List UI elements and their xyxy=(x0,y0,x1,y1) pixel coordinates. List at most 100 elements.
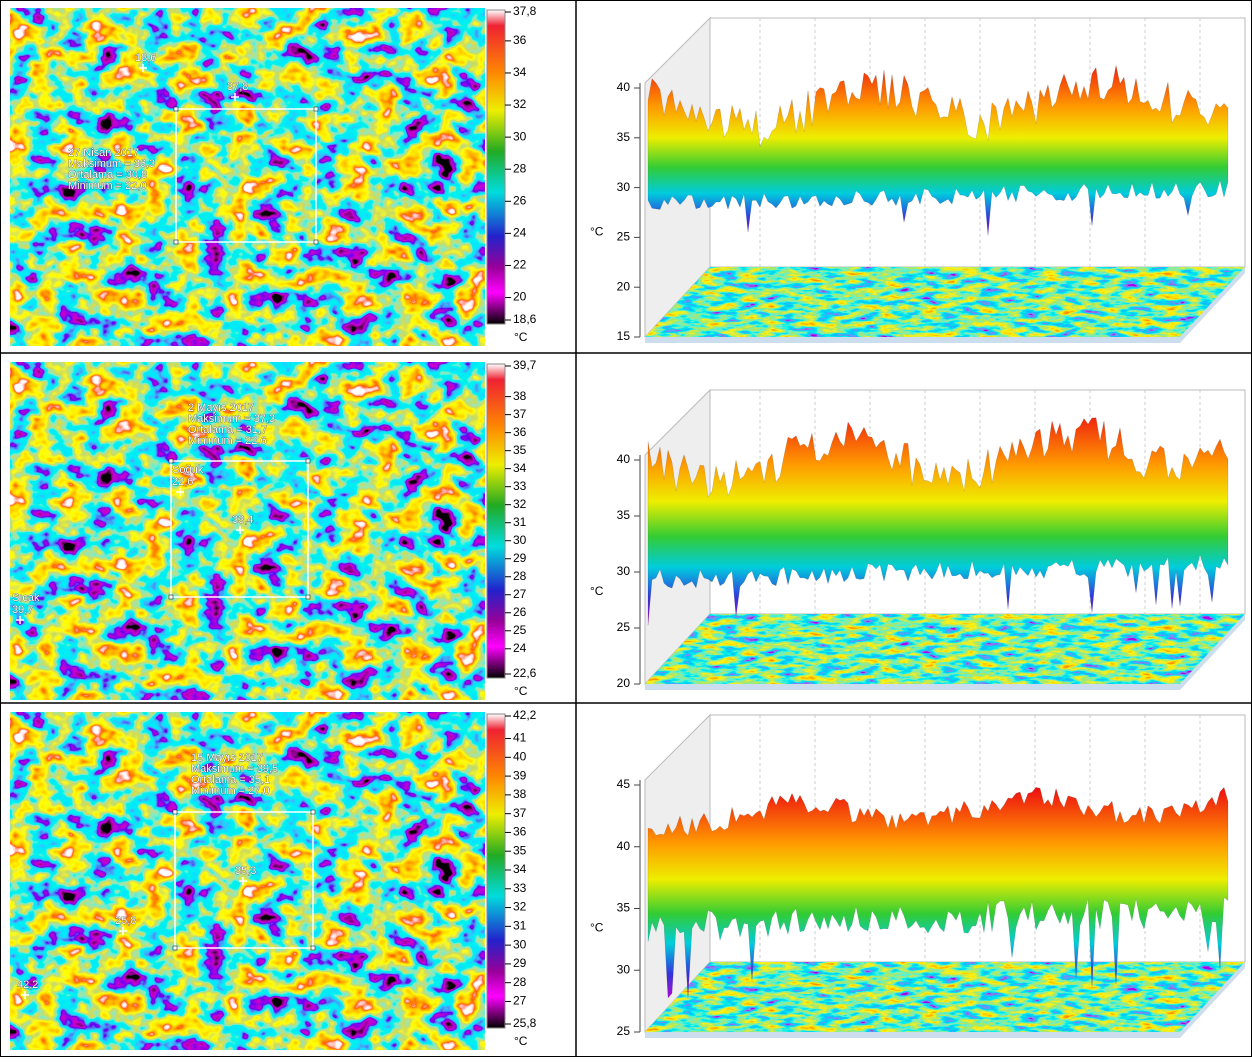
colorbar-unit: °C xyxy=(514,330,528,344)
y-tick-label: 40 xyxy=(617,80,631,94)
colorbar-label: 30 xyxy=(513,533,527,547)
colorbar-label: 30 xyxy=(513,937,527,951)
colorbar-label: 30 xyxy=(513,129,527,143)
y-tick-label: 40 xyxy=(617,839,631,853)
roi-handle xyxy=(172,945,178,951)
colorbar-label: 31 xyxy=(513,919,527,933)
y-tick-label: 45 xyxy=(617,777,631,791)
colorbar-label: 32 xyxy=(513,97,527,111)
colorbar-label: 29 xyxy=(513,551,527,565)
roi-handle xyxy=(173,239,179,245)
floor-edge xyxy=(645,267,1245,343)
marker-label: 25,8 xyxy=(115,915,136,927)
marker-cross xyxy=(176,488,184,496)
marker-cross xyxy=(21,991,29,999)
surface xyxy=(647,417,1229,626)
colorbar-label: 36 xyxy=(513,425,527,439)
marker-label: 22,6 xyxy=(172,476,193,488)
y-tick-label: 25 xyxy=(617,1024,631,1038)
colorbar-label: 32 xyxy=(513,900,527,914)
annotation: Minimum = 22,0 xyxy=(68,180,147,192)
colorbar-label: 38 xyxy=(513,389,527,403)
colorbar-label: 40 xyxy=(513,749,527,763)
roi-handle xyxy=(305,594,311,600)
colorbar-label: 36 xyxy=(513,825,527,839)
colorbar-label: 37 xyxy=(513,806,527,820)
marker-cross xyxy=(231,93,239,101)
colorbar xyxy=(486,9,506,325)
marker-label: 18,6 xyxy=(135,52,156,64)
colorbar-label: 33 xyxy=(513,479,527,493)
y-tick-label: 20 xyxy=(617,279,631,293)
marker-name: Soğuk xyxy=(172,464,204,476)
colorbar-label: 27 xyxy=(513,587,527,601)
annotation: Minimum = 22,6 xyxy=(188,435,267,447)
roi-handle xyxy=(168,458,174,464)
colorbar-label: 31 xyxy=(513,515,527,529)
colorbar-label: 37,8 xyxy=(513,4,537,18)
y-axis-label: °C xyxy=(590,921,604,935)
annotation: Ortalama = 35,1 xyxy=(191,774,270,786)
annotation: Maksimum = 37,3 xyxy=(188,413,275,425)
colorbar-label: 41 xyxy=(513,731,527,745)
y-axis-label: °C xyxy=(590,584,604,598)
y-axis-label: °C xyxy=(590,225,604,239)
colorbar-label: 36 xyxy=(513,33,527,47)
roi-handle xyxy=(310,945,316,951)
y-tick-label: 35 xyxy=(617,130,631,144)
y-tick-label: 25 xyxy=(617,230,631,244)
marker-cross xyxy=(239,877,247,885)
marker-cross xyxy=(16,616,24,624)
y-tick-label: 15 xyxy=(617,329,631,343)
roi-handle xyxy=(172,809,178,815)
annotation: Ortalama = 30,8 xyxy=(68,169,147,181)
colorbar-unit: °C xyxy=(514,684,528,698)
colorbar xyxy=(486,713,506,1029)
y-tick-label: 30 xyxy=(617,564,631,578)
floor-edge xyxy=(645,962,1245,1038)
thermal-image xyxy=(10,712,485,1050)
roi-box xyxy=(170,460,309,598)
marker-cross xyxy=(236,526,244,534)
colorbar-label: 27 xyxy=(513,994,527,1008)
colorbar-label: 28 xyxy=(513,161,527,175)
floor-map xyxy=(645,962,1245,1032)
colorbar-label: 35 xyxy=(513,443,527,457)
colorbar-label: 34 xyxy=(513,862,527,876)
colorbar-label: 29 xyxy=(513,956,527,970)
y-tick-label: 25 xyxy=(617,620,631,634)
roi-handle xyxy=(313,239,319,245)
colorbar-label: 32 xyxy=(513,497,527,511)
marker-cross xyxy=(119,927,127,935)
colorbar-label: 37 xyxy=(513,407,527,421)
colorbar-label: 28 xyxy=(513,975,527,989)
floor-map xyxy=(645,267,1245,337)
y-tick-label: 30 xyxy=(617,962,631,976)
roi-handle xyxy=(305,458,311,464)
colorbar-label: 34 xyxy=(513,461,527,475)
marker-name: Sıcak xyxy=(12,592,40,604)
colorbar-label: 39,7 xyxy=(513,358,537,372)
annotation: Maksimum = 36,3 xyxy=(68,158,155,170)
roi-handle xyxy=(310,809,316,815)
marker-label: 39,7 xyxy=(12,604,33,616)
annotation: 15 Mayıs 2017 xyxy=(191,752,263,764)
colorbar-label: 25,8 xyxy=(513,1016,537,1030)
roi-box xyxy=(174,811,314,949)
surface xyxy=(647,786,1229,999)
annotation: Minimum = 27,0 xyxy=(191,785,270,797)
colorbar-label: 25 xyxy=(513,623,527,637)
colorbar-label: 24 xyxy=(513,641,527,655)
colorbar-label: 42,2 xyxy=(513,708,537,722)
y-tick-label: 20 xyxy=(617,676,631,690)
y-tick-label: 30 xyxy=(617,180,631,194)
thermal-image xyxy=(10,362,485,700)
annotation: Maksimum = 39,5 xyxy=(191,763,278,775)
colorbar-label: 28 xyxy=(513,569,527,583)
colorbar-label: 18,6 xyxy=(513,312,537,326)
marker-label: 37,8 xyxy=(227,81,248,93)
